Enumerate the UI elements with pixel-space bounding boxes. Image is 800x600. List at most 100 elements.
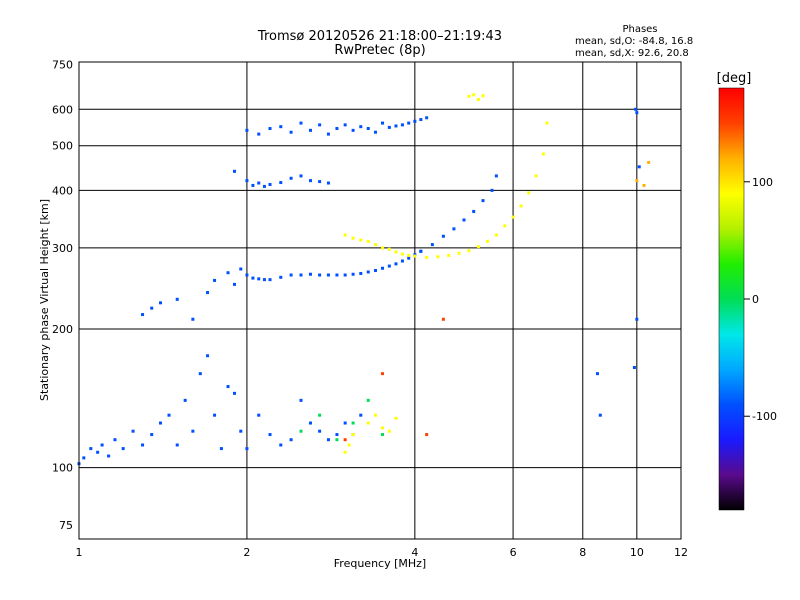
x-tick-label: 10	[630, 546, 644, 559]
data-point	[299, 398, 303, 402]
data-point	[541, 152, 545, 156]
data-point	[407, 121, 411, 125]
data-point	[359, 125, 363, 129]
data-point	[257, 277, 261, 281]
data-point	[198, 372, 202, 376]
y-tick-label: 75	[59, 519, 73, 532]
x-tick-label: 1	[76, 546, 83, 559]
chart-title: Tromsø 20120526 21:18:00–21:19:43	[257, 29, 502, 44]
data-point	[351, 272, 355, 276]
data-point	[96, 450, 100, 454]
data-point	[299, 174, 303, 178]
data-point	[366, 398, 370, 402]
data-point	[268, 278, 272, 282]
data-point	[347, 443, 351, 447]
y-tick-label: 750	[52, 59, 73, 72]
data-point	[268, 433, 272, 437]
data-point	[245, 128, 249, 132]
data-point	[279, 443, 283, 447]
data-point	[213, 413, 217, 417]
colorbar-tick-label: 100	[752, 176, 773, 189]
data-point	[400, 259, 404, 263]
data-point	[113, 438, 117, 442]
data-point	[394, 416, 398, 420]
data-point	[335, 273, 339, 277]
data-point	[318, 413, 322, 417]
data-point	[373, 243, 377, 247]
data-point	[326, 181, 330, 185]
data-point	[343, 450, 347, 454]
data-point	[407, 256, 411, 260]
data-point	[462, 218, 466, 222]
data-point	[407, 253, 411, 257]
data-point	[299, 273, 303, 277]
y-tick-label: 300	[52, 242, 73, 255]
data-point	[366, 270, 370, 274]
chart-subtitle: RwPretec (8p)	[334, 43, 425, 58]
data-point	[318, 123, 322, 127]
data-point	[387, 264, 391, 268]
data-point	[373, 268, 377, 272]
data-point	[206, 354, 210, 358]
data-point	[476, 245, 480, 249]
data-point	[262, 278, 266, 282]
data-point	[366, 239, 370, 243]
y-tick-label: 100	[52, 462, 73, 475]
data-point	[289, 130, 293, 134]
data-point	[351, 236, 355, 240]
colorbar-tick-label: -100	[752, 410, 777, 423]
plot-frame	[78, 61, 682, 540]
data-point	[335, 127, 339, 131]
data-point	[447, 253, 451, 257]
data-point	[387, 429, 391, 433]
data-point	[226, 385, 230, 389]
data-point	[490, 188, 494, 192]
data-point	[232, 391, 236, 395]
data-point	[343, 123, 347, 127]
data-point	[279, 125, 283, 129]
data-point	[175, 297, 179, 301]
phases-header: Phases	[622, 24, 657, 35]
data-point	[131, 429, 135, 433]
data-point	[326, 132, 330, 136]
data-point	[387, 125, 391, 129]
data-point	[343, 438, 347, 442]
data-point	[150, 306, 154, 310]
data-point	[167, 413, 171, 417]
data-point	[598, 413, 602, 417]
data-point	[335, 433, 339, 437]
data-point	[486, 239, 490, 243]
data-point	[226, 271, 230, 275]
data-point	[318, 180, 322, 184]
data-point	[335, 438, 339, 442]
data-point	[245, 447, 249, 451]
data-point	[467, 94, 471, 98]
data-point	[394, 262, 398, 266]
data-point	[251, 276, 255, 280]
colorbar-tick-label: 0	[752, 293, 759, 306]
data-point	[387, 247, 391, 251]
data-point	[430, 243, 434, 247]
data-point	[635, 111, 639, 115]
data-point	[343, 273, 347, 277]
data-point	[326, 273, 330, 277]
data-point	[268, 182, 272, 186]
data-point	[394, 124, 398, 128]
data-point	[373, 413, 377, 417]
data-point	[400, 123, 404, 127]
x-tick-label: 4	[411, 546, 418, 559]
y-tick-label: 200	[52, 323, 73, 336]
data-point	[351, 128, 355, 132]
data-point	[425, 433, 429, 437]
data-point	[481, 199, 485, 203]
y-tick-label: 600	[52, 103, 73, 116]
data-point	[642, 183, 646, 187]
data-point	[452, 227, 456, 231]
data-point	[289, 438, 293, 442]
data-point	[239, 429, 243, 433]
data-point	[308, 272, 312, 276]
data-point	[472, 209, 476, 213]
data-point	[494, 233, 498, 237]
colorbar	[718, 87, 745, 511]
